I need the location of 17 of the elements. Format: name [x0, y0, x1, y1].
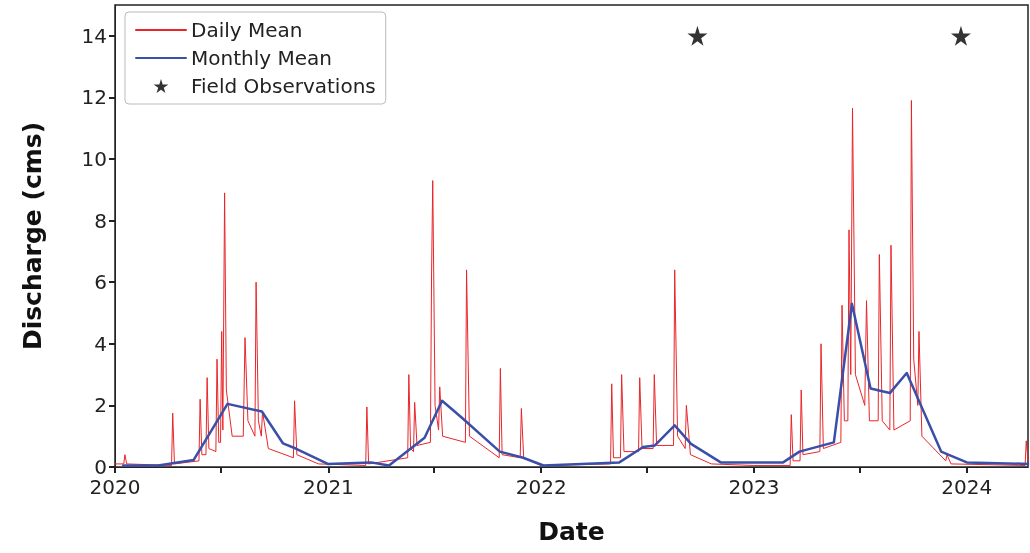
x-tick-label: 2023 — [728, 475, 780, 499]
legend-label: Field Observations — [191, 74, 376, 98]
x-tick-label: 2024 — [941, 475, 993, 499]
y-tick-label: 2 — [94, 393, 107, 418]
line-series — [121, 302, 1030, 467]
x-tick-label: 2022 — [515, 475, 567, 499]
y-tick-label: 12 — [81, 85, 107, 110]
legend-label: Daily Mean — [191, 18, 303, 42]
y-tick-label: 8 — [94, 208, 107, 233]
legend-label: Monthly Mean — [191, 46, 332, 70]
y-tick-label: 4 — [94, 331, 107, 356]
y-tick-label: 6 — [94, 270, 107, 295]
y-tick-label: 14 — [81, 23, 107, 48]
x-axis-title: Date — [538, 517, 605, 546]
y-axis-title: Discharge (cms) — [18, 121, 47, 351]
y-tick-label: 10 — [81, 147, 107, 171]
x-tick-label: 2021 — [302, 475, 354, 499]
